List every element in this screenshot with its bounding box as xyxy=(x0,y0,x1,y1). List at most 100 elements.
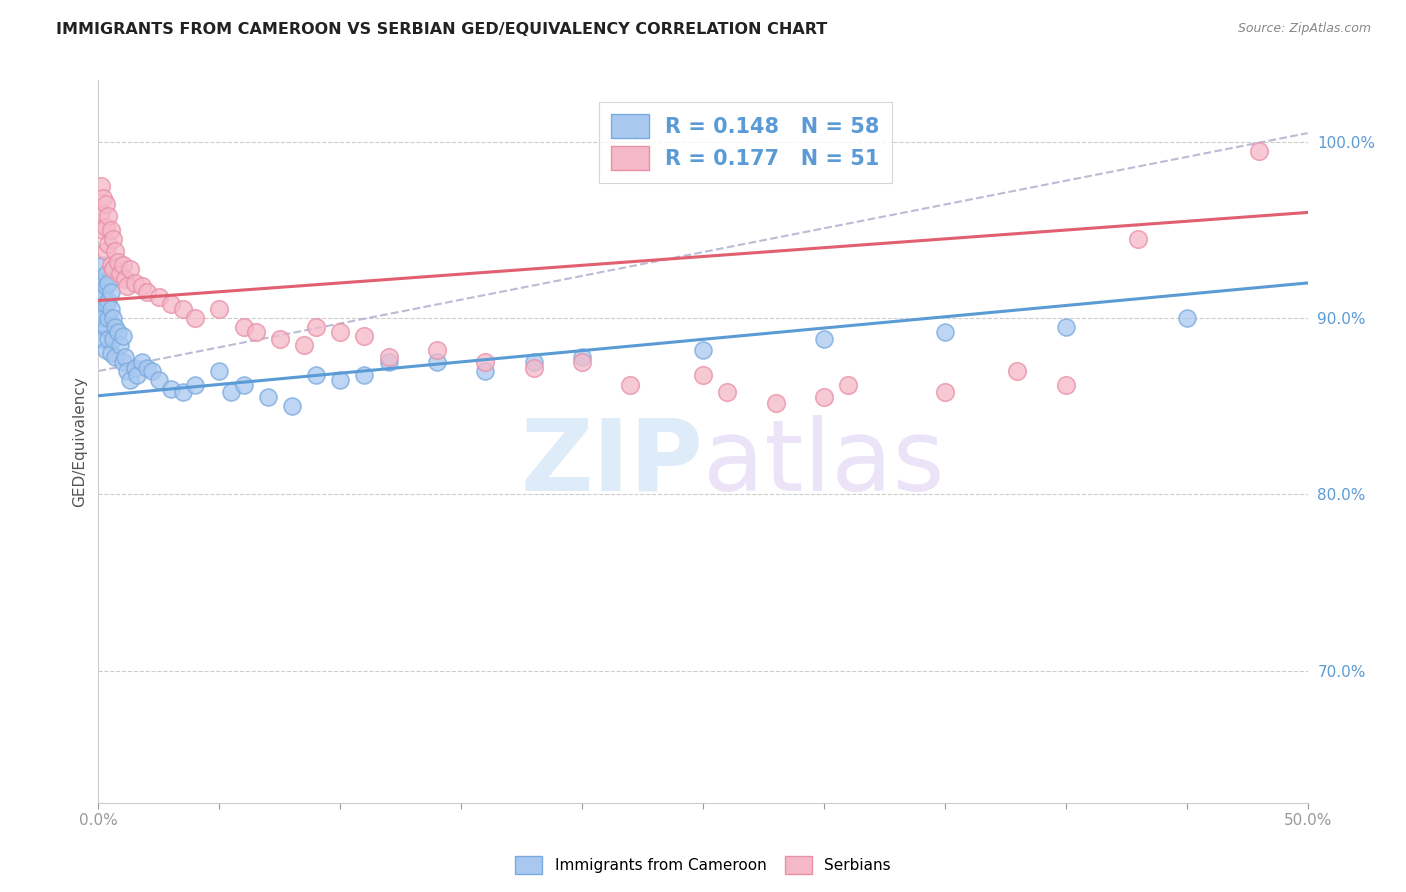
Point xyxy=(1249,144,1271,158)
Point xyxy=(90,302,112,317)
Point xyxy=(135,285,157,299)
Point xyxy=(221,385,243,400)
Point xyxy=(934,385,956,400)
Point xyxy=(377,350,399,364)
Point xyxy=(269,332,291,346)
Point xyxy=(94,267,117,281)
Point xyxy=(813,391,835,405)
Point xyxy=(245,326,267,340)
Point xyxy=(94,343,117,357)
Point xyxy=(100,346,122,360)
Point xyxy=(101,332,124,346)
Point xyxy=(184,311,207,326)
Point xyxy=(281,399,304,413)
Point xyxy=(114,350,136,364)
Point xyxy=(97,209,120,223)
Point xyxy=(148,373,170,387)
Point xyxy=(353,328,375,343)
Point xyxy=(118,373,141,387)
Text: atlas: atlas xyxy=(703,415,945,512)
Y-axis label: GED/Equivalency: GED/Equivalency xyxy=(72,376,87,507)
Point xyxy=(91,191,114,205)
Point xyxy=(160,382,183,396)
Point xyxy=(474,355,496,369)
Legend: Immigrants from Cameroon, Serbians: Immigrants from Cameroon, Serbians xyxy=(509,850,897,880)
Point xyxy=(135,360,157,375)
Point xyxy=(90,205,112,219)
Point xyxy=(107,254,129,268)
Point xyxy=(619,378,641,392)
Point xyxy=(100,258,122,272)
Point xyxy=(94,279,117,293)
Point xyxy=(256,391,278,405)
Point xyxy=(108,267,131,281)
Point xyxy=(111,328,134,343)
Point xyxy=(232,378,254,392)
Point xyxy=(523,355,546,369)
Point xyxy=(91,223,114,237)
Point xyxy=(208,302,231,317)
Point xyxy=(131,279,153,293)
Point xyxy=(329,373,352,387)
Point xyxy=(94,219,117,234)
Point xyxy=(97,311,120,326)
Point xyxy=(353,368,375,382)
Point xyxy=(172,385,194,400)
Point xyxy=(1007,364,1029,378)
Point xyxy=(474,364,496,378)
Point xyxy=(208,364,231,378)
Point xyxy=(91,332,114,346)
Point xyxy=(97,293,120,308)
Point xyxy=(117,279,139,293)
Point xyxy=(104,244,127,259)
Point xyxy=(1175,311,1198,326)
Point xyxy=(97,276,120,290)
Point xyxy=(292,337,315,351)
Point xyxy=(148,290,170,304)
Point xyxy=(141,364,163,378)
Point xyxy=(1054,378,1077,392)
Point xyxy=(426,355,449,369)
Text: ZIP: ZIP xyxy=(520,415,703,512)
Point xyxy=(131,355,153,369)
Point xyxy=(1128,232,1150,246)
Point xyxy=(90,276,112,290)
Point xyxy=(124,276,146,290)
Point xyxy=(111,355,134,369)
Point xyxy=(426,343,449,357)
Point xyxy=(100,223,122,237)
Point xyxy=(692,343,714,357)
Text: Source: ZipAtlas.com: Source: ZipAtlas.com xyxy=(1237,22,1371,36)
Point xyxy=(813,332,835,346)
Point xyxy=(571,350,593,364)
Point xyxy=(90,320,112,334)
Point xyxy=(114,272,136,286)
Point xyxy=(837,378,859,392)
Legend: R = 0.148   N = 58, R = 0.177   N = 51: R = 0.148 N = 58, R = 0.177 N = 51 xyxy=(599,102,891,183)
Point xyxy=(692,368,714,382)
Point xyxy=(90,285,112,299)
Point xyxy=(104,350,127,364)
Point xyxy=(108,337,131,351)
Point xyxy=(107,326,129,340)
Point xyxy=(94,320,117,334)
Point xyxy=(571,355,593,369)
Point xyxy=(118,261,141,276)
Point xyxy=(91,290,114,304)
Point xyxy=(1054,320,1077,334)
Point xyxy=(117,364,139,378)
Point xyxy=(90,179,112,194)
Point xyxy=(160,297,183,311)
Point xyxy=(101,232,124,246)
Point xyxy=(305,320,328,334)
Point xyxy=(94,297,117,311)
Point xyxy=(91,311,114,326)
Point xyxy=(94,196,117,211)
Point xyxy=(765,396,787,410)
Point xyxy=(94,244,117,259)
Point xyxy=(101,311,124,326)
Point xyxy=(101,261,124,276)
Point xyxy=(377,355,399,369)
Point xyxy=(934,326,956,340)
Point xyxy=(232,320,254,334)
